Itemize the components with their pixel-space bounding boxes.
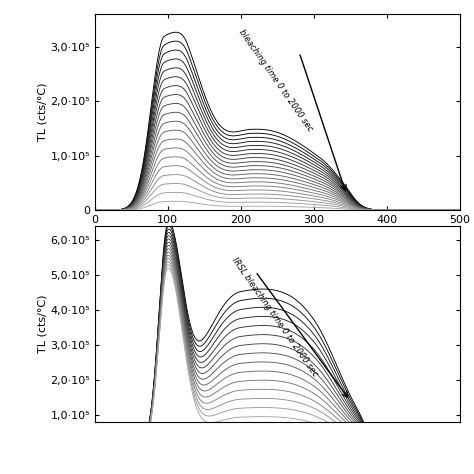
Y-axis label: TL (cts/°C): TL (cts/°C) — [37, 83, 47, 141]
Text: IRSL bleaching time 0 to 2000 sec: IRSL bleaching time 0 to 2000 sec — [230, 255, 319, 378]
Text: bleaching time 0 to 2000 sec: bleaching time 0 to 2000 sec — [237, 28, 315, 133]
X-axis label: Temperature, °C: Temperature, °C — [226, 229, 328, 242]
Y-axis label: TL (cts/°C): TL (cts/°C) — [37, 295, 47, 353]
